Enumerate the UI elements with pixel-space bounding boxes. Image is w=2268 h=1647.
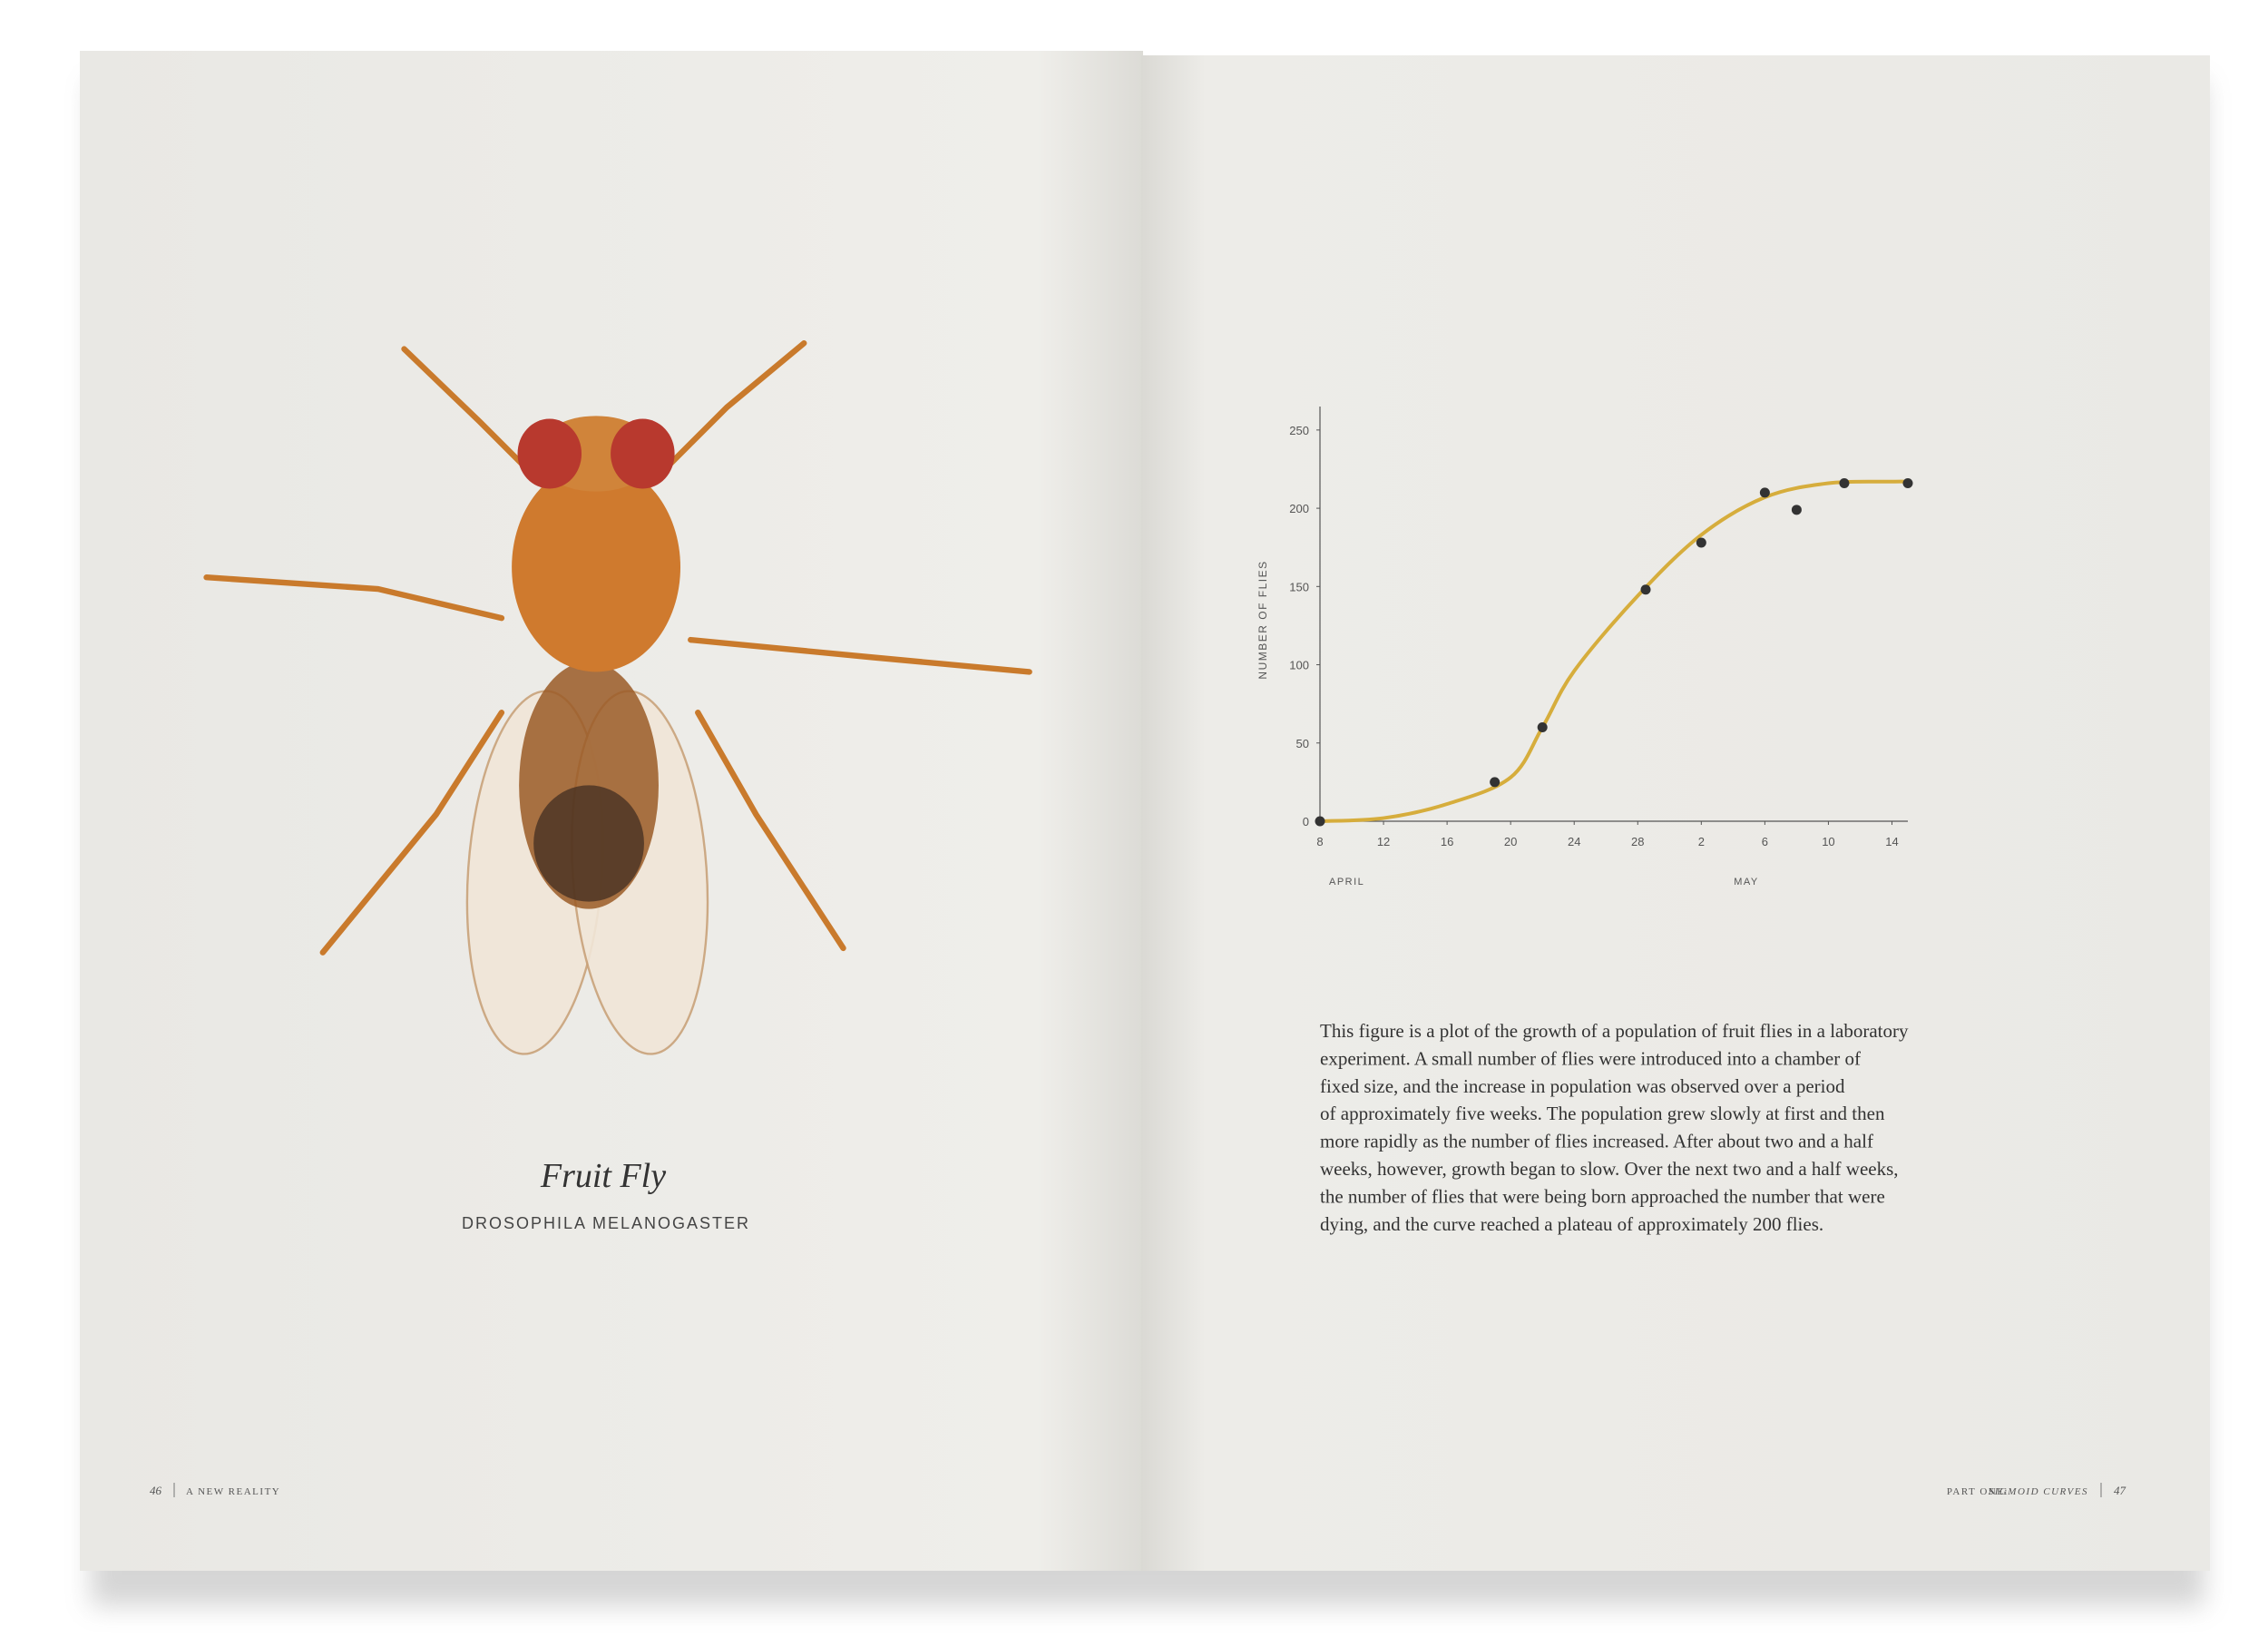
- fit-curve: [1319, 479, 1909, 823]
- y-tick-label: 200: [1289, 502, 1309, 515]
- month-label: MAY: [1734, 877, 1759, 887]
- paragraph-line: fixed size, and the increase in populati…: [1320, 1075, 1845, 1097]
- caption-subtitle: DROSOPHILA MELANOGASTER: [462, 1214, 750, 1232]
- x-tick-label: 28: [1631, 835, 1644, 848]
- paragraph-line: weeks, however, growth began to slow. Ov…: [1320, 1158, 1899, 1180]
- page-number: 46: [150, 1484, 162, 1497]
- footer-part: PART ONE:: [1947, 1486, 2009, 1497]
- data-point: [1315, 816, 1325, 827]
- data-point: [1902, 478, 1913, 489]
- y-tick-label: 150: [1289, 580, 1309, 593]
- paragraph-line: This figure is a plot of the growth of a…: [1320, 1020, 1909, 1042]
- y-tick-label: 50: [1296, 737, 1309, 750]
- caption-title: Fruit Fly: [540, 1157, 666, 1195]
- y-tick-label: 250: [1289, 424, 1309, 437]
- y-tick-label: 100: [1289, 659, 1309, 672]
- footer-title: SIGMOID CURVES: [1989, 1486, 2088, 1497]
- paragraph-line: dying, and the curve reached a plateau o…: [1320, 1213, 1823, 1235]
- fruit-fly-illustration: [203, 340, 1032, 1055]
- page-number: 47: [2114, 1484, 2126, 1497]
- paragraph-line: the number of flies that were being born…: [1320, 1185, 1885, 1207]
- paragraph-line: more rapidly as the number of flies incr…: [1320, 1131, 1873, 1152]
- x-tick-label: 20: [1504, 835, 1517, 848]
- x-tick-label: 10: [1822, 835, 1834, 848]
- x-tick-label: 2: [1698, 835, 1705, 848]
- data-point: [1640, 584, 1651, 595]
- x-tick-label: 16: [1441, 835, 1453, 848]
- paragraph-line: of approximately five weeks. The populat…: [1320, 1103, 1885, 1124]
- month-label: APRIL: [1329, 877, 1364, 887]
- x-tick-label: 24: [1568, 835, 1580, 848]
- x-tick-label: 8: [1316, 835, 1323, 848]
- y-tick-label: 0: [1303, 815, 1309, 828]
- x-tick-label: 14: [1885, 835, 1898, 848]
- x-tick-label: 12: [1377, 835, 1390, 848]
- data-point: [1537, 722, 1548, 733]
- paragraph-line: experiment. A small number of flies were…: [1320, 1047, 1861, 1069]
- y-axis-title: NUMBER OF FLIES: [1256, 560, 1269, 679]
- data-point: [1839, 478, 1850, 489]
- x-tick-label: 6: [1762, 835, 1768, 848]
- data-point: [1759, 487, 1770, 498]
- right-page: [1141, 55, 2210, 1571]
- data-point: [1490, 777, 1501, 788]
- data-point: [1791, 505, 1802, 515]
- footer-section: A NEW REALITY: [186, 1486, 280, 1497]
- data-point: [1696, 537, 1706, 548]
